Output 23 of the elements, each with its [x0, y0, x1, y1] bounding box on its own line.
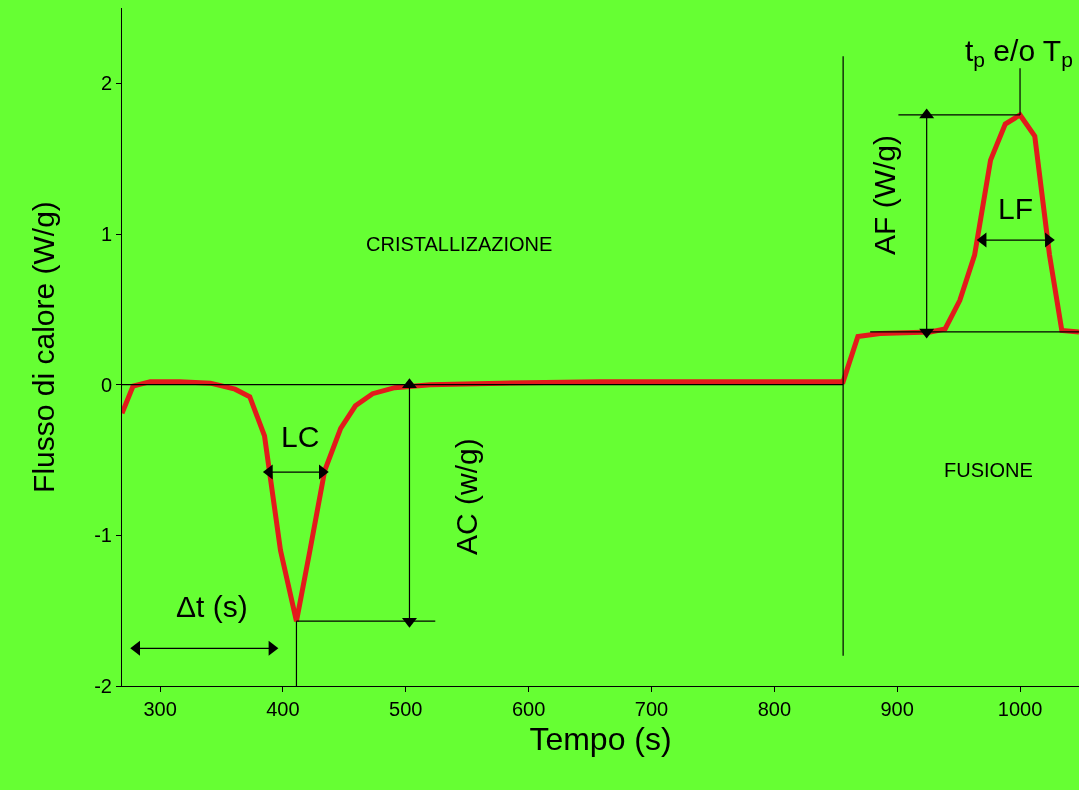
- annotation: FUSIONE: [944, 459, 1033, 481]
- x-tick-label: 500: [389, 698, 423, 720]
- annotation: t$_{p}$ e/o T$_{p}$: [965, 34, 1073, 72]
- x-tick-label: 400: [266, 698, 300, 720]
- y-tick-label: 0: [100, 373, 112, 396]
- annotation: Δt (s): [176, 590, 248, 623]
- y-tick-label: 1: [100, 223, 112, 245]
- x-tick-label: 300: [143, 698, 177, 720]
- y-tick-label: -2: [94, 675, 112, 697]
- annotation: AC (w/g): [450, 438, 483, 555]
- annotation: AF (W/g): [868, 135, 901, 255]
- x-tick-label: 800: [757, 698, 792, 720]
- y-tick-label: 2: [100, 72, 112, 95]
- annotation: CRISTALLIZAZIONE: [366, 233, 553, 255]
- x-tick-label: 900: [880, 698, 914, 720]
- x-tick-label: 1000: [997, 698, 1043, 720]
- annotation: LF: [998, 192, 1034, 225]
- x-axis-title: Tempo (s): [529, 720, 672, 757]
- y-axis-title: Flusso di calore (W/g): [27, 201, 61, 493]
- y-tick-label: -1: [94, 524, 112, 547]
- annotation: LC: [281, 420, 320, 453]
- x-tick-label: 600: [511, 698, 546, 720]
- x-tick-label: 700: [634, 698, 669, 720]
